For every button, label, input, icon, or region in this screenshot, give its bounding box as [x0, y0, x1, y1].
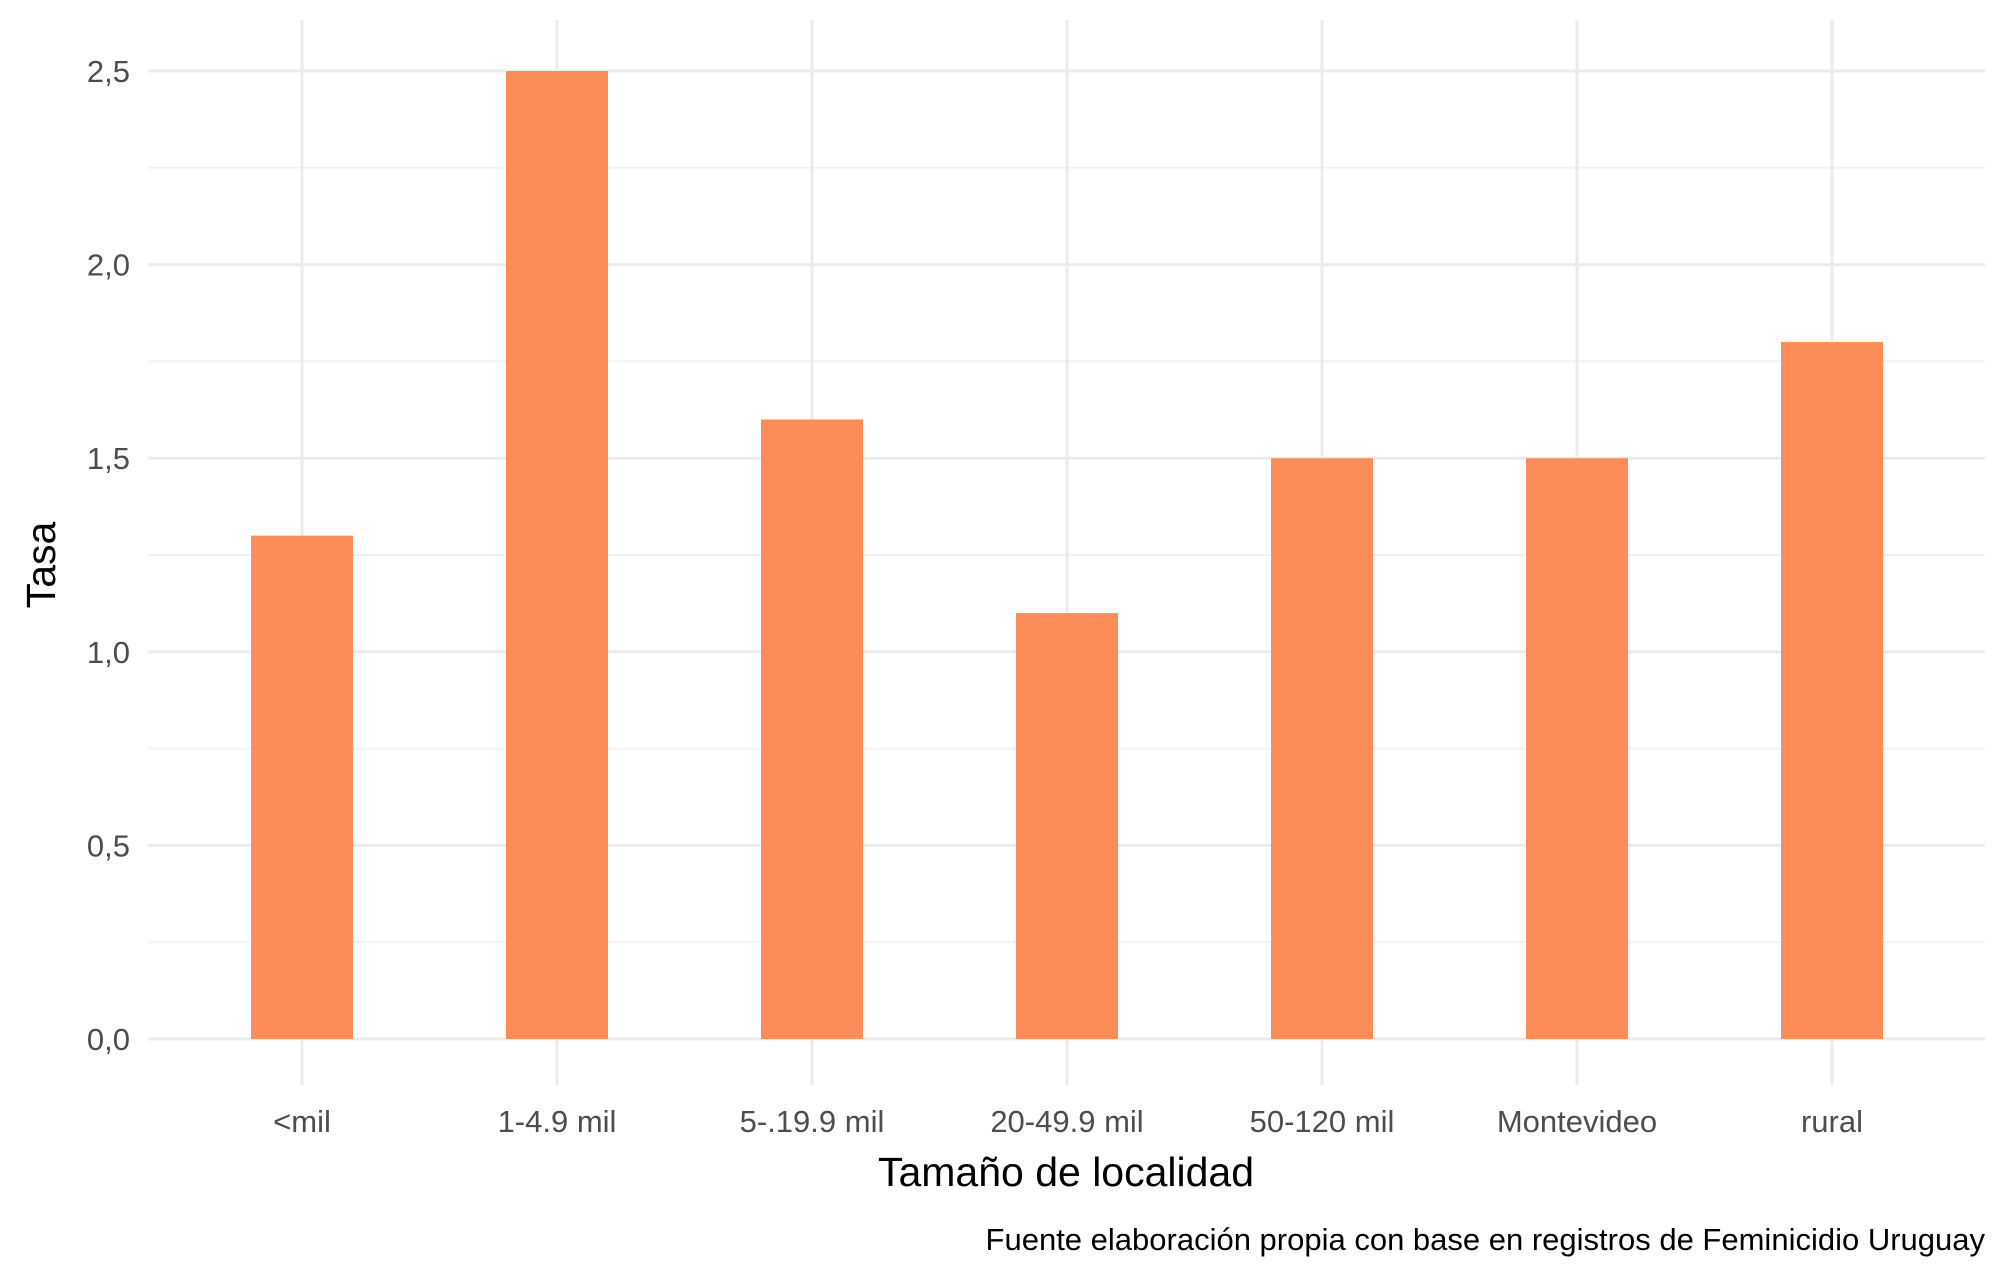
- x-tick-label: 1-4.9 mil: [498, 1104, 617, 1139]
- bar: [1781, 342, 1883, 1039]
- x-tick-label: 5-.19.9 mil: [740, 1104, 885, 1139]
- y-tick-label: 1,5: [87, 441, 130, 476]
- chart-caption: Fuente elaboración propia con base en re…: [986, 1222, 1986, 1257]
- y-axis-ticks: 0,0 0,5 1,0 1,5 2,0 2,5: [87, 54, 130, 1057]
- y-tick-label: 0,5: [87, 828, 130, 863]
- y-tick-label: 2,5: [87, 54, 130, 89]
- x-tick-label: 20-49.9 mil: [990, 1104, 1143, 1139]
- bar: [251, 535, 353, 1039]
- x-tick-label: 50-120 mil: [1250, 1104, 1395, 1139]
- bar: [1271, 458, 1373, 1039]
- y-tick-label: 1,0: [87, 635, 130, 670]
- y-tick-label: 2,0: [87, 248, 130, 283]
- bars: [251, 71, 1883, 1040]
- y-tick-label: 0,0: [87, 1022, 130, 1057]
- bar: [506, 71, 608, 1039]
- bar: [1016, 613, 1118, 1039]
- bar: [761, 419, 863, 1040]
- x-axis-title: Tamaño de localidad: [878, 1149, 1254, 1195]
- x-tick-label: <mil: [273, 1104, 331, 1139]
- x-tick-label: rural: [1801, 1104, 1863, 1139]
- y-axis-title: Tasa: [18, 522, 64, 609]
- x-tick-label: Montevideo: [1497, 1104, 1657, 1139]
- x-axis-ticks: <mil 1-4.9 mil 5-.19.9 mil 20-49.9 mil 50-12…: [273, 1104, 1863, 1139]
- bar: [1526, 458, 1628, 1039]
